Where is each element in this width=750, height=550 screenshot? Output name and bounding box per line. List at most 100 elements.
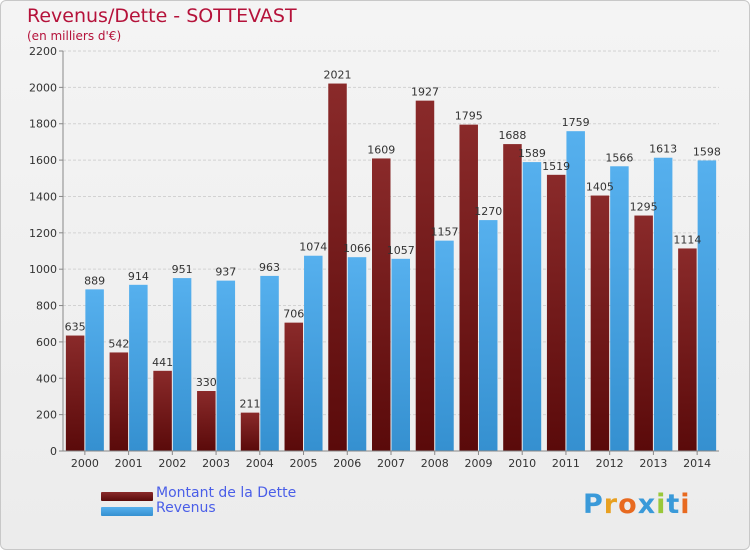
data-label-debt: 1609 [367, 143, 395, 156]
bar-revenue [478, 220, 498, 451]
x-tick-label: 2011 [552, 457, 580, 470]
bar-debt [590, 195, 610, 451]
data-label-debt: 635 [65, 321, 86, 334]
bar-debt [415, 100, 435, 452]
bar-debt [634, 215, 653, 451]
x-tick-label: 2005 [290, 457, 318, 470]
bar-debt [153, 370, 172, 451]
logo-letter: P [583, 489, 604, 520]
bar-debt [503, 144, 522, 451]
legend-label-revenue: Revenus [156, 500, 216, 516]
data-label-debt: 441 [152, 356, 173, 369]
data-label-debt: 211 [240, 398, 261, 411]
y-tick-label: 1400 [29, 190, 57, 203]
y-tick-label: 0 [50, 445, 57, 458]
bar-revenue [697, 160, 717, 452]
data-label-revenue: 963 [259, 261, 280, 274]
data-label-revenue: 1066 [343, 242, 371, 255]
legend-swatch-revenue [101, 507, 153, 516]
y-tick-label: 1000 [29, 263, 57, 276]
chart-subtitle: (en milliers d'€) [27, 29, 122, 43]
bar-revenue [260, 275, 279, 451]
data-label-revenue: 1613 [649, 143, 677, 156]
data-label-debt: 1295 [630, 201, 658, 214]
data-label-revenue: 1157 [430, 226, 458, 239]
x-tick-label: 2013 [639, 457, 667, 470]
y-tick-label: 600 [36, 336, 57, 349]
x-tick-label: 2001 [115, 457, 143, 470]
data-label-debt: 1688 [498, 129, 526, 142]
data-label-revenue: 1566 [605, 151, 633, 164]
bar-debt [65, 335, 85, 451]
y-tick-label: 2000 [29, 81, 57, 94]
bar-revenue [391, 258, 410, 451]
bar-revenue [610, 166, 629, 452]
data-label-debt: 1927 [411, 86, 439, 99]
legend-label-debt: Montant de la Dette [156, 485, 297, 501]
bar-debt [546, 174, 566, 451]
bar-revenue [653, 157, 673, 451]
x-tick-label: 2008 [421, 457, 449, 470]
data-label-debt: 1519 [542, 160, 570, 173]
bar-debt [372, 158, 391, 452]
bar-revenue [216, 280, 236, 451]
proxiti-logo: Proxiti [583, 489, 691, 520]
bars-layer [65, 83, 717, 452]
bar-debt [328, 83, 347, 451]
data-label-revenue: 951 [172, 263, 193, 276]
bar-debt [459, 124, 478, 452]
y-tick-label: 1600 [29, 154, 57, 167]
logo-letter: i [656, 489, 667, 520]
x-tick-label: 2003 [202, 457, 230, 470]
bar-revenue [347, 257, 367, 451]
data-label-debt: 330 [196, 376, 217, 389]
x-tick-label: 2007 [377, 457, 405, 470]
data-label-revenue: 1589 [518, 147, 546, 160]
grid-layer [63, 50, 719, 452]
legend-swatch-debt [101, 492, 153, 501]
y-tick-label: 2200 [29, 45, 57, 58]
data-label-debt: 542 [108, 337, 129, 350]
bar-debt [678, 248, 697, 451]
bar-revenue [566, 131, 585, 451]
bar-revenue [304, 255, 323, 451]
x-tick-label: 2010 [508, 457, 536, 470]
data-label-revenue: 937 [215, 266, 236, 279]
data-label-debt: 1405 [586, 181, 614, 194]
data-label-debt: 706 [283, 308, 304, 321]
chart-title: Revenus/Dette - SOTTEVAST [27, 5, 297, 27]
x-tick-label: 2004 [246, 457, 274, 470]
x-tick-label: 2009 [464, 457, 492, 470]
logo-letter: x [637, 489, 657, 520]
data-label-debt: 2021 [324, 69, 352, 82]
y-tick-label: 1800 [29, 118, 57, 131]
logo-letter: o [618, 489, 638, 520]
data-label-revenue: 1074 [299, 241, 327, 254]
data-label-debt: 1795 [455, 110, 483, 123]
bar-debt [284, 322, 304, 451]
y-tick-label: 1200 [29, 227, 57, 240]
data-label-revenue: 1759 [562, 116, 590, 129]
bar-debt [197, 391, 216, 451]
x-tick-label: 2012 [596, 457, 624, 470]
bar-revenue [129, 284, 148, 451]
y-tick-label: 200 [36, 409, 57, 422]
data-label-revenue: 889 [84, 274, 105, 287]
bar-revenue [85, 289, 104, 451]
x-tick-label: 2006 [333, 457, 361, 470]
logo-letter: i [680, 489, 691, 520]
logo-letter: r [603, 489, 619, 520]
bar-revenue [172, 278, 192, 451]
labels-layer: 635 889 542 914 441 951 330 937 211 963 706 1074 202… [65, 69, 721, 411]
data-label-revenue: 1057 [387, 244, 415, 257]
x-tick-label: 2002 [158, 457, 186, 470]
bar-revenue [522, 162, 542, 451]
bar-revenue [435, 240, 454, 451]
data-label-debt: 1114 [673, 233, 701, 246]
data-label-revenue: 914 [128, 270, 149, 283]
axis-layer: 0 200 400 600 800 1000 1200 1400 1600 1800 2000 220… [29, 45, 719, 470]
y-tick-label: 400 [36, 372, 57, 385]
logo-letter: t [666, 489, 681, 520]
